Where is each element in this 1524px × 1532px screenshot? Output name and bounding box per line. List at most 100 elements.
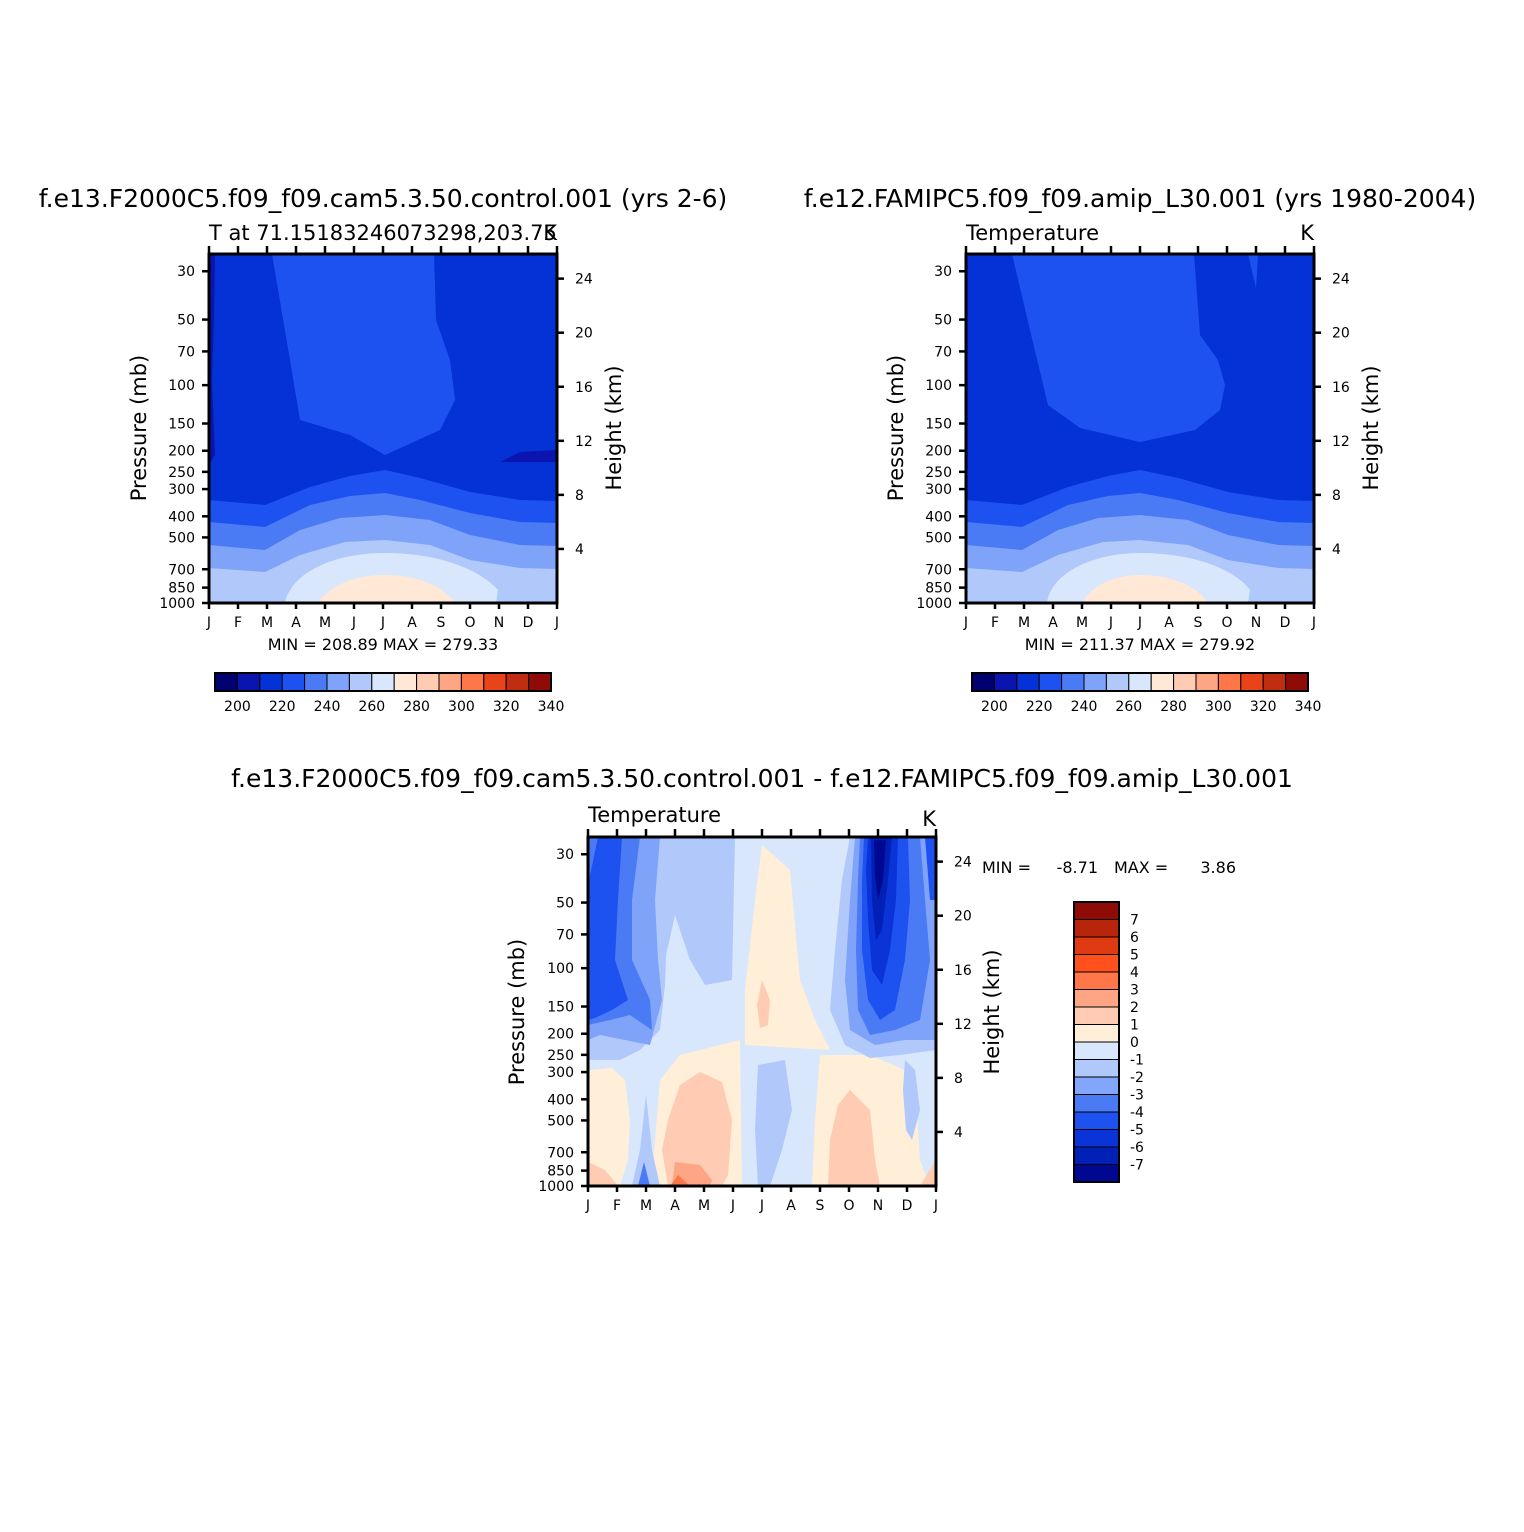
colorbar-swatch xyxy=(505,672,530,692)
colorbar-label: 200 xyxy=(981,699,1008,715)
y-tick-label: 300 xyxy=(168,482,195,498)
y-tick-label: 700 xyxy=(925,562,952,578)
y-axis-label-right: Height (km) xyxy=(980,949,1004,1074)
y-tick-label: 850 xyxy=(925,581,952,597)
colorbar-swatch xyxy=(1073,989,1120,1008)
colorbar-swatch xyxy=(971,672,995,692)
y-tick-label: 50 xyxy=(556,896,574,912)
y-tick-label: 250 xyxy=(168,465,195,481)
y-tick-label: 250 xyxy=(547,1048,574,1064)
colorbar-swatch xyxy=(1073,1111,1120,1130)
colorbar-label: -5 xyxy=(1130,1123,1144,1139)
max-label: MAX = xyxy=(1114,858,1168,877)
min-value: -8.71 xyxy=(1057,858,1098,877)
x-tick-label: M xyxy=(1018,615,1030,631)
colorbar-frame xyxy=(1073,901,1120,1183)
y-tick-label: 100 xyxy=(547,961,574,977)
y-right-tick-label: 8 xyxy=(1332,488,1341,504)
colorbar-label: -3 xyxy=(1130,1088,1144,1104)
colorbar-swatch xyxy=(1073,954,1120,973)
x-tick-label: A xyxy=(1048,615,1058,631)
colorbar-swatch xyxy=(1073,1129,1120,1148)
x-tick-label: J xyxy=(206,615,211,631)
x-tick-label: F xyxy=(613,1198,621,1214)
y-right-tick-label: 16 xyxy=(575,380,593,396)
contour-fill-level xyxy=(670,1175,690,1186)
x-tick-label: J xyxy=(380,615,385,631)
colorbar-label: 340 xyxy=(538,699,565,715)
colorbar-swatch xyxy=(1128,672,1152,692)
contour-fill-level xyxy=(318,575,455,603)
x-tick-label: J xyxy=(933,1198,938,1214)
contour-fill-level xyxy=(874,840,886,900)
colorbar-swatch xyxy=(993,672,1018,692)
x-tick-label: J xyxy=(1137,615,1142,631)
contour-field xyxy=(209,254,557,603)
x-tick-label: M xyxy=(1076,615,1088,631)
colorbar-frame xyxy=(214,672,552,692)
x-tick-label: J xyxy=(730,1198,735,1214)
y-tick-label: 400 xyxy=(925,509,952,525)
colorbar-swatch xyxy=(1285,672,1309,692)
y-tick-label: 150 xyxy=(547,1000,574,1016)
contour-field xyxy=(588,837,936,1186)
min-label: MIN = xyxy=(982,858,1031,877)
y-tick-label: 70 xyxy=(934,344,952,360)
y-tick-label: 1000 xyxy=(538,1179,574,1195)
y-tick-label: 400 xyxy=(168,509,195,525)
colorbar-label: 6 xyxy=(1130,930,1139,946)
contour-fill-level xyxy=(272,254,455,455)
contour-fill-level xyxy=(638,1162,650,1186)
y-right-tick-label: 16 xyxy=(1332,380,1350,396)
colorbar-label: -6 xyxy=(1130,1140,1144,1156)
y-right-tick-label: 24 xyxy=(575,272,593,288)
y-tick-label: 100 xyxy=(925,378,952,394)
y-tick-label: 200 xyxy=(925,444,952,460)
units-label: K xyxy=(1300,221,1315,245)
colorbar-swatch xyxy=(1195,672,1219,692)
contour-fill-level xyxy=(632,1095,660,1186)
y-tick-label: 50 xyxy=(934,313,952,329)
colorbar-label: 320 xyxy=(1250,699,1277,715)
x-tick-label: J xyxy=(585,1198,590,1214)
y-tick-label: 500 xyxy=(168,530,195,546)
x-tick-label: O xyxy=(843,1198,854,1214)
x-tick-label: J xyxy=(554,615,559,631)
panel-difference: f.e13.F2000C5.f09_f09.cam5.3.50.control.… xyxy=(231,764,1293,1214)
colorbar-swatch xyxy=(1105,672,1130,692)
contour-fill-level xyxy=(1012,254,1225,442)
colorbar-label: 260 xyxy=(358,699,385,715)
contour-fill-level xyxy=(500,450,557,462)
max-value: 3.86 xyxy=(1200,858,1236,877)
colorbar-label: 300 xyxy=(448,699,475,715)
colorbar-swatch xyxy=(393,672,418,692)
x-tick-label: F xyxy=(991,615,999,631)
contour-field xyxy=(966,254,1314,603)
y-tick-label: 30 xyxy=(934,264,952,280)
x-tick-label: A xyxy=(786,1198,796,1214)
y-tick-label: 500 xyxy=(925,530,952,546)
colorbar-swatch xyxy=(236,672,261,692)
x-tick-label: M xyxy=(319,615,331,631)
y-tick-label: 70 xyxy=(556,927,574,943)
contour-fill-level xyxy=(903,1060,920,1140)
colorbar: 76 54 32 10 -1-2 -3-4 -5-6 -7 xyxy=(1073,901,1144,1183)
panel-subtitle: T at 71.15183246073298,203.75 xyxy=(208,221,557,245)
y-right-tick-label: 4 xyxy=(954,1125,963,1141)
colorbar-swatch xyxy=(416,672,440,692)
colorbar-label: 220 xyxy=(1026,699,1053,715)
contour-fill-level xyxy=(828,1090,880,1186)
y-axis-label: Pressure (mb) xyxy=(505,939,529,1086)
colorbar-swatch xyxy=(1038,672,1063,692)
colorbar-label: 200 xyxy=(224,699,251,715)
x-tick-label: J xyxy=(1108,615,1113,631)
colorbar-swatch xyxy=(1073,1164,1120,1183)
colorbar-label: -4 xyxy=(1130,1105,1144,1121)
colorbar-swatch xyxy=(460,672,485,692)
x-tick-label: S xyxy=(816,1198,825,1214)
y-tick-label: 200 xyxy=(168,444,195,460)
panel-subtitle: Temperature xyxy=(965,221,1099,245)
colorbar-swatch xyxy=(528,672,552,692)
x-tick-label: J xyxy=(759,1198,764,1214)
